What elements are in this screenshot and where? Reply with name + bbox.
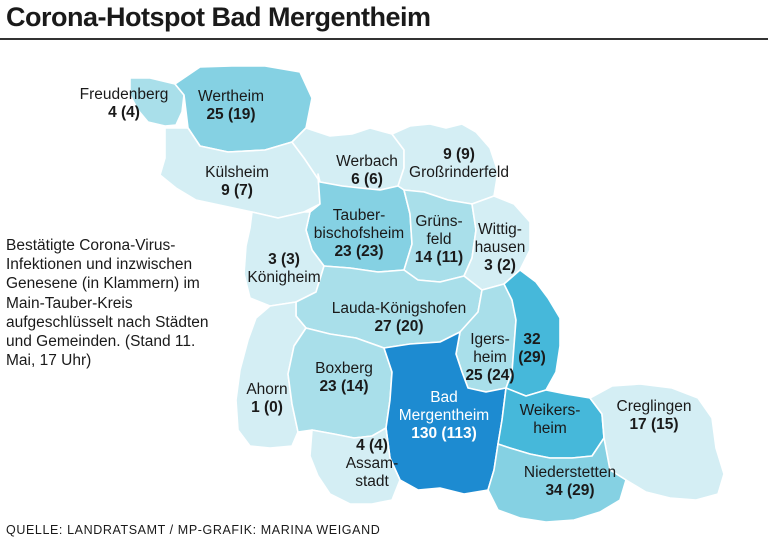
label-weikersheim-name2: heim bbox=[533, 420, 567, 437]
label-niederstetten-name: Niederstetten bbox=[523, 464, 617, 481]
label-igersheim-name1: Igers- bbox=[470, 331, 510, 348]
label-unnamed-32-value1: 32 bbox=[523, 331, 541, 348]
label-badmergentheim-name2: Mergentheim bbox=[398, 407, 490, 424]
region-niederstetten bbox=[487, 437, 627, 523]
label-wittighausen-name1: Wittig- bbox=[478, 221, 522, 238]
label-gruensfeld-name1: Grüns- bbox=[415, 213, 463, 230]
map-title: Corona-Hotspot Bad Mergentheim bbox=[6, 2, 431, 32]
label-gruensfeld: Grüns- feld 14 (11) bbox=[402, 213, 476, 267]
label-assamstadt: 4 (4) Assam- stadt bbox=[336, 437, 408, 491]
label-werbach-value: 6 (6) bbox=[351, 171, 383, 188]
label-freudenberg: Freudenberg 4 (4) bbox=[79, 86, 169, 122]
label-ahorn-value: 1 (0) bbox=[251, 399, 283, 416]
region-assamstadt bbox=[309, 427, 401, 505]
label-wittighausen-value: 3 (2) bbox=[484, 257, 516, 274]
legend-text: Bestätigte Corona-Virus-Infektionen und … bbox=[6, 237, 209, 370]
label-wittighausen: Wittig- hausen 3 (2) bbox=[468, 221, 532, 275]
label-kuelsheim: Külsheim 9 (7) bbox=[192, 164, 282, 200]
label-unnamed-32-value2: (29) bbox=[518, 349, 546, 366]
label-werbach-name: Werbach bbox=[336, 153, 398, 170]
label-koenigheim: 3 (3) Königheim bbox=[240, 251, 328, 287]
label-badmergentheim: Bad Mergentheim 130 (113) bbox=[392, 389, 496, 443]
label-ahorn: Ahorn 1 (0) bbox=[236, 381, 298, 417]
region-kuelsheim bbox=[159, 127, 321, 219]
label-lauda-value: 27 (20) bbox=[374, 318, 424, 335]
label-wertheim-name: Wertheim bbox=[197, 88, 265, 105]
label-assamstadt-name2: stadt bbox=[355, 473, 389, 490]
label-lauda: Lauda-Königshofen 27 (20) bbox=[326, 300, 472, 336]
label-tauberbischofsheim-name1: Tauber- bbox=[332, 207, 386, 224]
label-kuelsheim-name: Külsheim bbox=[205, 164, 269, 181]
label-koenigheim-value: 3 (3) bbox=[268, 251, 300, 268]
label-badmergentheim-value: 130 (113) bbox=[411, 425, 477, 442]
label-koenigheim-name: Königheim bbox=[247, 269, 321, 286]
label-wittighausen-name2: hausen bbox=[474, 239, 526, 256]
label-niederstetten: Niederstetten 34 (29) bbox=[514, 464, 626, 500]
label-igersheim-name2: heim bbox=[473, 349, 507, 366]
label-grossrinderfeld-value: 9 (9) bbox=[443, 146, 475, 163]
title-rule bbox=[0, 38, 768, 40]
region-ahorn bbox=[235, 301, 307, 449]
label-weikersheim-name1: Weikers- bbox=[519, 402, 581, 419]
label-freudenberg-name: Freudenberg bbox=[79, 86, 169, 103]
label-boxberg-value: 23 (14) bbox=[319, 378, 369, 395]
label-tauberbischofsheim-name2: bischofsheim bbox=[313, 225, 405, 242]
label-freudenberg-value: 4 (4) bbox=[108, 104, 140, 121]
label-grossrinderfeld: 9 (9) Großrinderfeld bbox=[404, 146, 514, 182]
label-wertheim: Wertheim 25 (19) bbox=[186, 88, 276, 124]
source-credit: QUELLE: LANDRATSAMT / MP-GRAFIK: MARINA … bbox=[6, 523, 381, 537]
label-lauda-name: Lauda-Königshofen bbox=[331, 300, 467, 317]
label-kuelsheim-value: 9 (7) bbox=[221, 182, 253, 199]
label-tauberbischofsheim: Tauber- bischofsheim 23 (23) bbox=[308, 207, 410, 261]
label-werbach: Werbach 6 (6) bbox=[323, 153, 411, 189]
label-gruensfeld-name2: feld bbox=[426, 231, 452, 248]
label-creglingen-name: Creglingen bbox=[616, 398, 692, 415]
label-gruensfeld-value: 14 (11) bbox=[414, 249, 464, 266]
label-assamstadt-name1: Assam- bbox=[345, 455, 399, 472]
label-unnamed-32: 32 (29) bbox=[508, 331, 556, 367]
label-boxberg: Boxberg 23 (14) bbox=[300, 360, 388, 396]
region-freudenberg bbox=[129, 77, 185, 127]
label-ahorn-name: Ahorn bbox=[246, 381, 288, 398]
label-boxberg-name: Boxberg bbox=[315, 360, 373, 377]
label-creglingen: Creglingen 17 (15) bbox=[602, 398, 706, 434]
label-weikersheim: Weikers- heim bbox=[512, 402, 588, 438]
label-igersheim: Igers- heim 25 (24) bbox=[455, 331, 525, 385]
label-igersheim-value: 25 (24) bbox=[465, 367, 515, 384]
label-niederstetten-value: 34 (29) bbox=[545, 482, 595, 499]
label-assamstadt-value: 4 (4) bbox=[356, 437, 388, 454]
label-grossrinderfeld-name: Großrinderfeld bbox=[409, 164, 509, 181]
label-creglingen-value: 17 (15) bbox=[629, 416, 679, 433]
label-wertheim-value: 25 (19) bbox=[206, 106, 256, 123]
label-tauberbischofsheim-value: 23 (23) bbox=[334, 243, 384, 260]
label-badmergentheim-name1: Bad bbox=[430, 389, 458, 406]
